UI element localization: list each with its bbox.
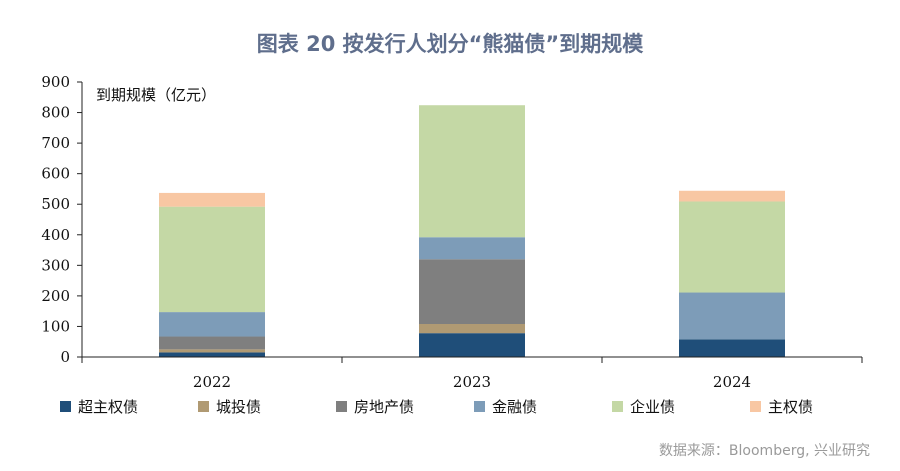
legend-item: 金融债: [474, 396, 612, 417]
legend-item: 主权债: [750, 396, 888, 417]
bar-segment: [159, 349, 265, 353]
legend-item: 房地产债: [336, 396, 474, 417]
bar-segment: [679, 292, 785, 340]
legend-item: 超主权债: [60, 396, 198, 417]
legend-swatch: [336, 401, 347, 412]
legend-swatch: [198, 401, 209, 412]
legend-label: 城投债: [216, 398, 262, 416]
bar-segment: [419, 333, 525, 357]
legend-label: 金融债: [492, 398, 538, 416]
bar-segment: [679, 339, 785, 357]
legend-label: 企业债: [630, 398, 676, 416]
bar-segment: [159, 192, 265, 207]
bar-segment: [419, 237, 525, 260]
legend-label: 房地产债: [354, 398, 415, 416]
y-tick-label: 700: [41, 134, 70, 152]
bar-segment: [419, 105, 525, 238]
legend-label: 主权债: [768, 398, 814, 416]
chart-title: 图表 20 按发行人划分“熊猫债”到期规模: [256, 32, 644, 56]
x-tick-label: 2022: [193, 373, 231, 391]
legend-label: 超主权债: [78, 398, 139, 416]
bar-segment: [159, 312, 265, 337]
bar-segment: [679, 201, 785, 293]
bar-segment: [419, 324, 525, 334]
y-tick-label: 0: [60, 348, 70, 366]
bar-segment: [159, 206, 265, 313]
bar-segment: [419, 259, 525, 324]
legend: 超主权债 城投债 房地产债 金融债 企业债 主权债: [60, 396, 888, 417]
x-tick-label: 2024: [713, 373, 751, 391]
x-axis: 2022 2023 2024: [81, 356, 863, 391]
legend-swatch: [750, 401, 761, 412]
y-tick-label: 400: [41, 226, 70, 244]
bar-segment: [679, 190, 785, 202]
source-note: 数据来源：Bloomberg, 兴业研究: [658, 443, 870, 459]
legend-item: 城投债: [198, 396, 336, 417]
x-tick-label: 2023: [453, 373, 491, 391]
y-tick-label: 500: [41, 195, 70, 213]
legend-swatch: [60, 401, 71, 412]
y-axis-label: 到期规模（亿元）: [96, 86, 216, 104]
y-tick-label: 800: [41, 104, 70, 122]
legend-item: 企业债: [612, 396, 750, 417]
legend-swatch: [612, 401, 623, 412]
legend-swatch: [474, 401, 485, 412]
y-tick-label: 100: [41, 317, 70, 335]
bar-segment: [159, 336, 265, 350]
y-tick-label: 600: [41, 165, 70, 183]
y-tick-label: 300: [41, 256, 70, 274]
y-tick-label: 900: [41, 73, 70, 91]
y-tick-label: 200: [41, 287, 70, 305]
bar-segment: [159, 352, 265, 357]
bars-group: [159, 105, 785, 357]
y-axis: 0 100 200 300 400 500 600 700 800 900: [41, 73, 83, 366]
